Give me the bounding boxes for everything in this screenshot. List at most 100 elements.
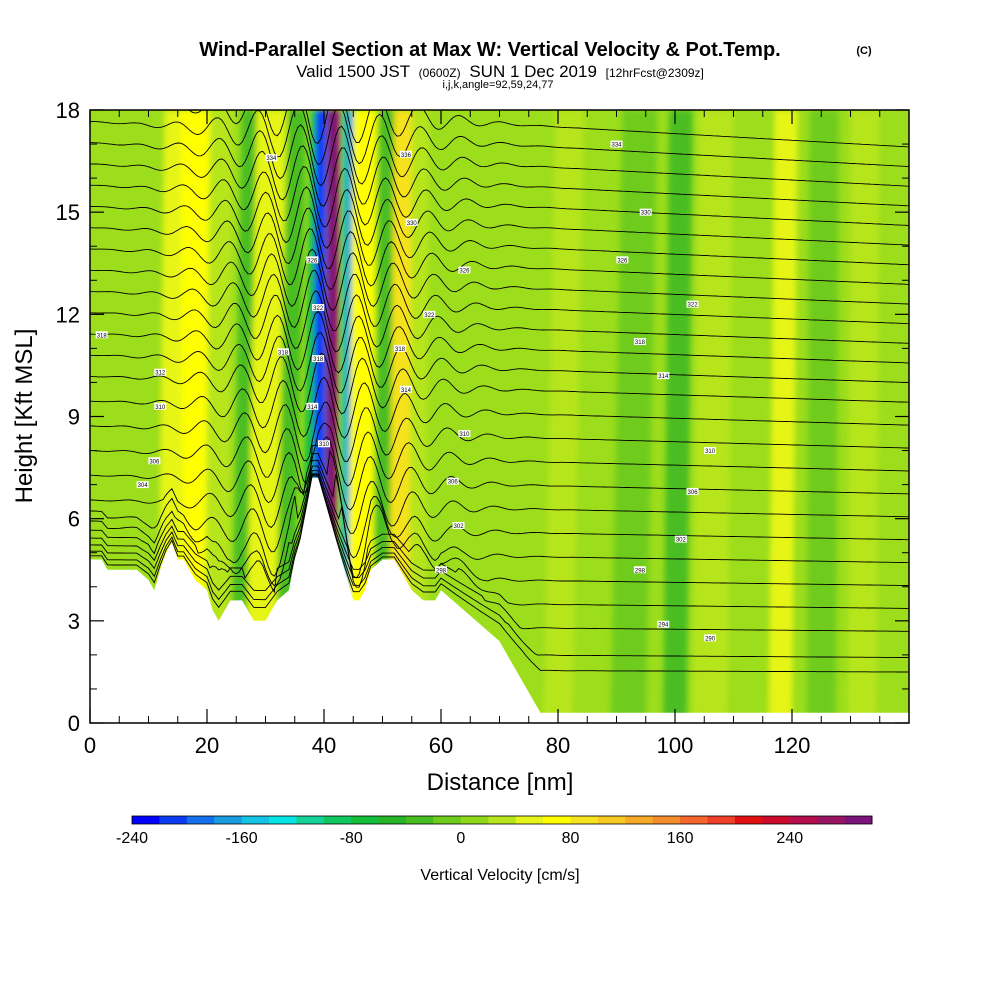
subtitle-forecast: [12hrFcst@2309z]	[606, 66, 704, 80]
colorbar-frame	[131, 815, 873, 825]
colorbar-tick-label: 0	[456, 830, 465, 847]
theta-label-bg	[399, 150, 412, 158]
theta-contour-25	[188, 110, 909, 148]
theta-contour-1	[90, 475, 909, 658]
theta-contour-11	[90, 376, 909, 439]
theta-label-text: 304	[138, 483, 149, 489]
theta-label: 306	[148, 457, 161, 465]
theta-label-text: 334	[266, 156, 277, 162]
colorbar-swatch	[241, 816, 270, 824]
theta-contour-3	[90, 473, 909, 609]
velocity-band-17	[663, 110, 693, 723]
theta-label: 336	[399, 150, 412, 159]
theta-contour-22	[90, 145, 909, 207]
velocity-band-19	[768, 110, 798, 723]
theta-label: 330	[639, 208, 652, 217]
theta-label: 306	[686, 487, 699, 496]
theta-label-text: 310	[155, 405, 166, 411]
theta-contour-labels: 318 312 310 306 304 334 318 326 322 318 314 310 336 3…	[95, 140, 717, 642]
theta-label-bg	[704, 447, 717, 455]
axis-ticks: 0 20 40 60 80 100 120 0 3 6 9 12 15 18	[56, 98, 909, 758]
colorbar-swatch	[460, 816, 489, 824]
colorbar-swatch	[488, 816, 517, 824]
theta-label: 302	[674, 535, 687, 544]
subtitle-valid: Valid 1500 JST	[296, 62, 410, 81]
theta-label-bg	[633, 338, 646, 346]
theta-label: 322	[312, 304, 325, 312]
theta-label-text: 298	[635, 568, 646, 574]
y-axis-label: Height [Kft MSL]	[11, 329, 38, 504]
theta-label-text: 318	[97, 333, 108, 339]
colorbar-tick-label: 160	[667, 830, 694, 847]
x-tick-label: 100	[657, 733, 694, 758]
colorbar-tick-label: 240	[776, 830, 803, 847]
y-tick-label: 9	[68, 405, 80, 430]
colorbar-tick-label: 80	[562, 830, 580, 847]
theta-label-bg	[616, 256, 629, 264]
theta-label-text: 314	[658, 374, 669, 380]
theta-label-text: 314	[307, 405, 318, 411]
theta-label: 326	[616, 256, 629, 264]
theta-label-bg	[312, 355, 325, 363]
theta-label-bg	[458, 430, 471, 438]
theta-label-bg	[674, 535, 687, 543]
colorbar-swatch	[844, 816, 873, 824]
theta-label-bg	[306, 256, 319, 264]
theta-label-bg	[452, 521, 465, 529]
theta-label-text: 306	[688, 490, 699, 496]
theta-label-text: 306	[448, 480, 459, 486]
theta-contour-17	[90, 248, 909, 312]
theta-label-text: 302	[676, 538, 687, 544]
theta-label: 314	[399, 385, 412, 394]
colorbar-tick-label: -80	[340, 830, 363, 847]
theta-label-text: 336	[401, 153, 412, 159]
theta-contour-7	[90, 449, 909, 534]
theta-label-bg	[306, 402, 319, 410]
velocity-band-15	[543, 110, 585, 723]
chart-title-mark: (C)	[856, 45, 872, 57]
theta-label: 302	[452, 521, 465, 530]
theta-label: 314	[657, 372, 670, 380]
theta-label-bg	[154, 368, 167, 376]
theta-label-bg	[686, 487, 699, 495]
velocity-band-20	[806, 110, 839, 723]
theta-label: 322	[423, 310, 436, 319]
theta-contour-2	[90, 475, 909, 632]
theta-label-text: 322	[313, 306, 324, 312]
plot-area: 318 312 310 306 304 334 318 326 322 318 314 310 336 3…	[90, 110, 909, 723]
chart-subtitle: Valid 1500 JST (0600Z) SUN 1 Dec 2019 [1…	[296, 62, 704, 81]
theta-label: 318	[277, 348, 290, 356]
velocity-band-4	[230, 110, 260, 723]
theta-label-bg	[405, 218, 418, 226]
theta-label-bg	[704, 634, 717, 642]
colorbar-swatch	[597, 816, 626, 824]
theta-label-bg	[394, 344, 407, 352]
colorbar-swatch	[570, 816, 599, 824]
theta-contour-6	[90, 459, 909, 559]
theta-label-text: 322	[688, 303, 699, 309]
theta-label-bg	[154, 402, 167, 410]
colorbar-swatch	[269, 816, 297, 824]
colorbar-swatch	[625, 816, 654, 824]
colorbar-swatch	[680, 816, 709, 824]
theta-label-text: 334	[611, 143, 622, 149]
theta-contour-4	[90, 470, 909, 588]
theta-contour-8	[90, 436, 909, 511]
y-tick-label: 3	[68, 609, 80, 634]
theta-label: 326	[306, 256, 319, 264]
terrain-mask	[90, 477, 909, 723]
theta-contour-16	[90, 269, 909, 332]
theta-label: 310	[318, 440, 330, 448]
theta-label-text: 290	[705, 636, 716, 642]
theta-label: 318	[95, 331, 108, 339]
y-tick-label: 6	[68, 507, 80, 532]
theta-label: 330	[405, 218, 418, 227]
theta-label-bg	[423, 310, 436, 318]
subtitle-utc: (0600Z)	[419, 66, 461, 80]
colorbar-swatch	[707, 816, 736, 824]
theta-label-text: 314	[401, 388, 412, 394]
x-tick-label: 60	[429, 733, 453, 758]
velocity-band-3	[204, 110, 234, 723]
theta-contour-5	[90, 465, 909, 579]
